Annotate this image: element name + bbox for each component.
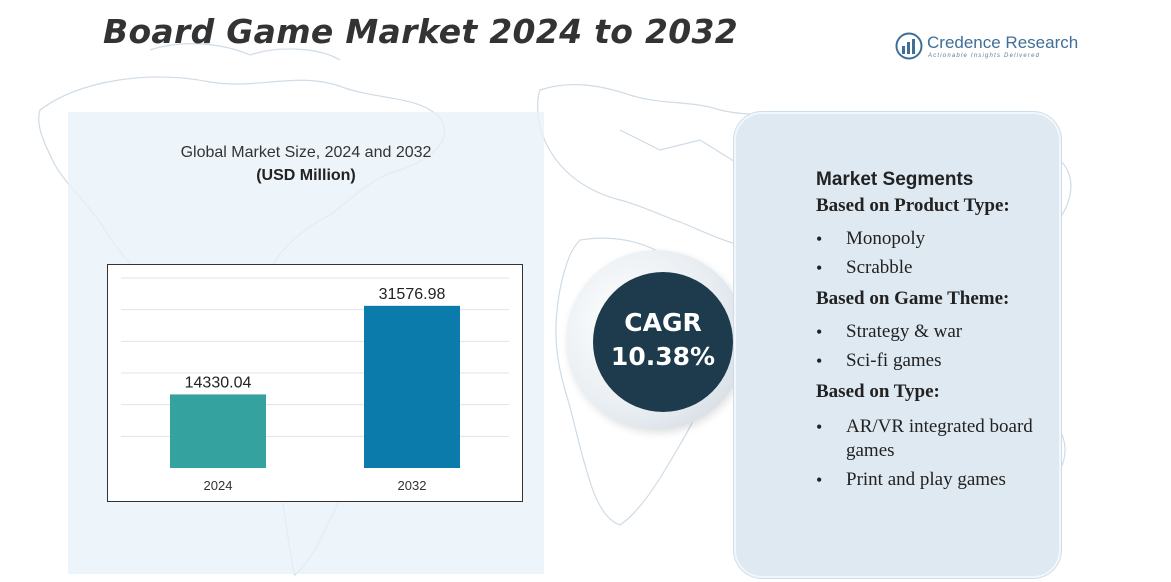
credence-logo-icon [895,32,923,60]
cagr-label: CAGR [624,308,702,337]
segment-group-type: Based on Type: AR/VR integrated board ga… [816,381,1056,492]
segment-item: Sci-fi games [816,349,1009,373]
bar-2032 [364,305,460,468]
page-title: Board Game Market 2024 to 2032 [103,12,739,51]
bar-value-label: 31576.98 [379,286,446,303]
category-tick-label: 2024 [204,478,233,493]
segment-group-title: Based on Product Type: [816,195,1010,216]
segment-group-product-type: Based on Product Type: Monopoly Scrabble [816,195,1010,280]
logo-name: Credence Research [927,33,1079,52]
logo-tagline: Actionable Insights Delivered [928,53,1041,59]
chart-subtitle: (USD Million) [256,167,356,184]
bar-value-label: 14330.04 [185,374,252,391]
segment-group-game-theme: Based on Game Theme: Strategy & war Sci-… [816,288,1009,373]
chart-title: Global Market Size, 2024 and 2032 [180,144,432,161]
market-size-bar-chart: 14330.04 2024 31576.98 2032 [107,264,523,502]
segments-heading: Market Segments [816,169,974,190]
segment-item: Monopoly [816,227,1010,251]
segment-group-title: Based on Game Theme: [816,288,1010,309]
category-tick-label: 2032 [398,478,427,493]
segment-item: AR/VR integrated board games [816,415,1056,463]
cagr-value: 10.38% [610,342,716,371]
market-segments-panel [734,112,1061,578]
bar-2024 [170,394,266,468]
cagr-badge: CAGR 10.38% [593,272,733,412]
chart-frame [107,264,523,502]
segment-group-title: Based on Type: [816,381,940,402]
segment-item: Print and play games [816,468,1056,492]
segment-item: Scrabble [816,256,1010,280]
credence-research-logo: Credence Research Actionable Insights De… [895,32,1085,62]
segment-item: Strategy & war [816,320,1009,344]
